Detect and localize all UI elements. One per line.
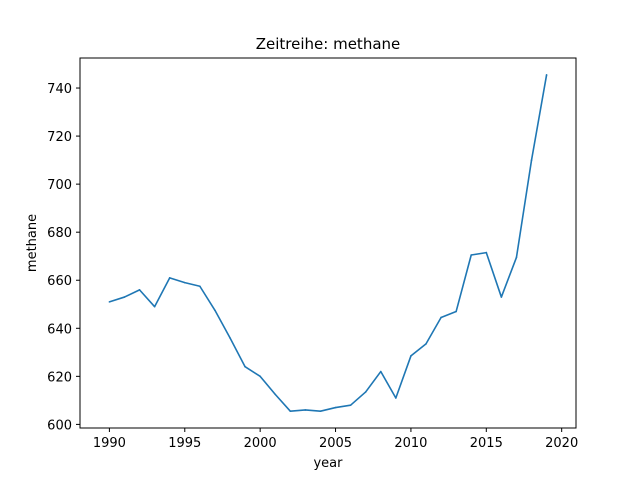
y-tick-label: 640 bbox=[47, 322, 72, 337]
x-tick-label: 2000 bbox=[244, 436, 277, 451]
data-point bbox=[440, 316, 442, 319]
x-axis-label: year bbox=[313, 456, 343, 471]
data-point bbox=[304, 409, 307, 411]
data-point bbox=[274, 393, 277, 396]
axes-frame bbox=[79, 57, 577, 429]
data-point bbox=[214, 309, 216, 312]
data-point bbox=[108, 301, 111, 303]
x-tick-label: 2010 bbox=[394, 436, 427, 451]
x-tick-label: 2015 bbox=[470, 436, 503, 451]
data-point bbox=[123, 296, 126, 298]
y-tick-label: 720 bbox=[47, 130, 72, 145]
data-point bbox=[168, 277, 171, 279]
data-point bbox=[530, 159, 533, 161]
data-point bbox=[379, 370, 382, 373]
data-point bbox=[334, 406, 337, 409]
data-point bbox=[319, 410, 322, 412]
data-point bbox=[153, 305, 156, 308]
data-point bbox=[138, 289, 141, 291]
data-point bbox=[395, 397, 397, 399]
data-point bbox=[349, 404, 352, 406]
data-point bbox=[545, 74, 548, 76]
data-point bbox=[183, 281, 186, 284]
data-point bbox=[500, 296, 503, 298]
y-axis-label: methane bbox=[25, 214, 40, 272]
data-point bbox=[425, 343, 427, 345]
data-point bbox=[455, 310, 457, 313]
data-point bbox=[289, 410, 292, 412]
data-point bbox=[515, 256, 518, 259]
x-tick-label: 1995 bbox=[168, 436, 201, 451]
x-tick-label: 2020 bbox=[545, 436, 578, 451]
series-line bbox=[109, 74, 548, 412]
plot-area bbox=[80, 58, 576, 428]
y-tick-label: 680 bbox=[47, 226, 72, 241]
y-tick-label: 660 bbox=[47, 274, 72, 289]
data-point bbox=[364, 391, 367, 393]
data-point bbox=[470, 254, 473, 256]
data-point bbox=[199, 285, 201, 288]
data-point bbox=[244, 365, 246, 368]
data-point bbox=[259, 375, 261, 378]
y-tick-label: 620 bbox=[47, 370, 72, 385]
data-point bbox=[410, 355, 412, 357]
y-tick-label: 740 bbox=[47, 82, 72, 97]
y-tick-label: 600 bbox=[47, 418, 72, 433]
chart-title: Zeitreihe: methane bbox=[256, 35, 401, 53]
data-point bbox=[229, 337, 231, 339]
data-point bbox=[485, 251, 488, 254]
x-tick-label: 2005 bbox=[319, 436, 352, 451]
x-tick-label: 1990 bbox=[93, 436, 126, 451]
y-tick-label: 700 bbox=[47, 178, 72, 193]
